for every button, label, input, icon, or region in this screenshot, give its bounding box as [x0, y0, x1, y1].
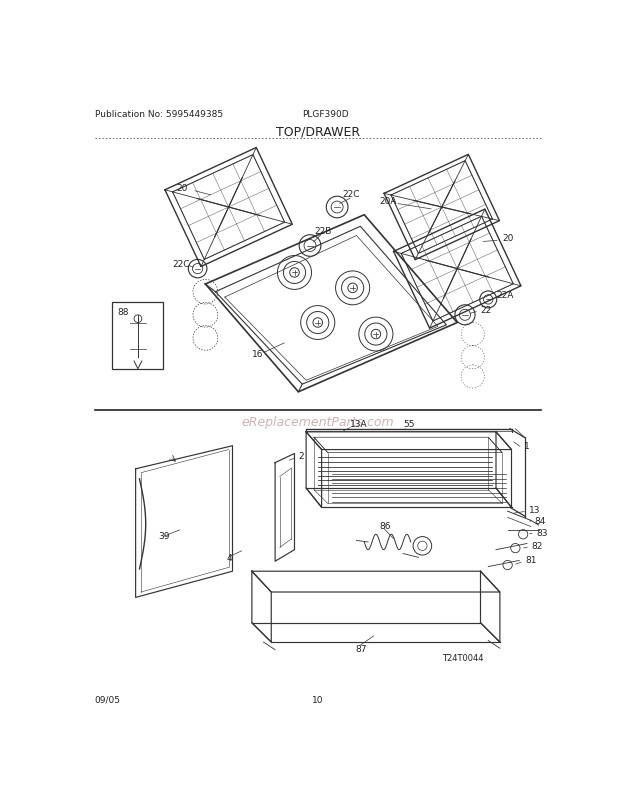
Text: 22B: 22B [314, 226, 331, 235]
Text: 87: 87 [355, 644, 366, 653]
Text: 20: 20 [502, 234, 513, 243]
Text: 16: 16 [252, 350, 264, 358]
Bar [112, 302, 162, 370]
Text: 13: 13 [528, 505, 540, 514]
Text: eReplacementParts.com: eReplacementParts.com [241, 415, 394, 428]
Text: 88: 88 [118, 308, 130, 317]
Text: TOP/DRAWER: TOP/DRAWER [276, 125, 360, 139]
Text: 20: 20 [177, 184, 188, 193]
Text: 22A: 22A [496, 290, 513, 299]
Text: 81: 81 [526, 556, 537, 565]
Text: 22: 22 [480, 306, 492, 314]
Text: Publication No: 5995449385: Publication No: 5995449385 [94, 110, 223, 119]
Text: 10: 10 [312, 695, 324, 704]
Text: 13A: 13A [350, 419, 368, 428]
Text: 86: 86 [379, 520, 391, 530]
Text: T24T0044: T24T0044 [441, 653, 483, 662]
Text: 82: 82 [532, 541, 543, 551]
Text: 09/05: 09/05 [94, 695, 120, 704]
Text: PLGF390D: PLGF390D [302, 110, 349, 119]
Text: 39: 39 [158, 532, 170, 541]
Text: 22C: 22C [342, 190, 360, 199]
Text: 83: 83 [536, 529, 548, 537]
Text: 22C: 22C [172, 259, 190, 269]
Text: 20A: 20A [379, 197, 397, 206]
Text: 2: 2 [298, 452, 304, 460]
Text: 55: 55 [403, 419, 415, 428]
Text: 1: 1 [524, 442, 529, 451]
Text: 84: 84 [534, 516, 546, 525]
Text: 4: 4 [226, 553, 232, 562]
